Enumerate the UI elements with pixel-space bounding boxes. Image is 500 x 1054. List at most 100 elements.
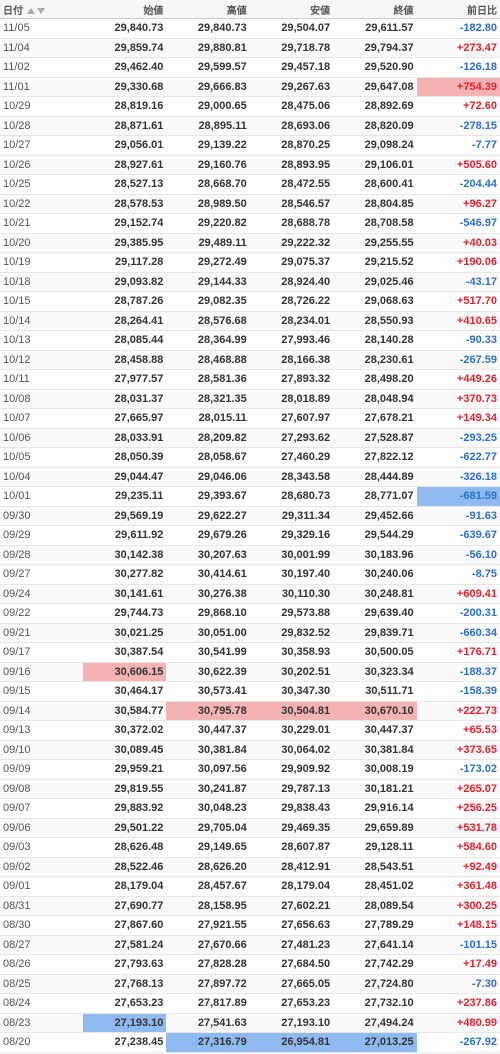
price-cell: 29,160.76 [166,155,250,175]
change-cell: +531.78 [416,818,500,838]
price-cell: 28,871.61 [83,116,167,136]
price-cell: 28,451.02 [333,876,417,897]
price-cell: 30,089.45 [83,740,167,760]
table-row: 08/27 27,581.24 27,670.66 27,481.23 27,641.1… [0,935,500,955]
price-cell: 29,840.73 [166,18,250,39]
change-cell: +754.39 [416,77,500,97]
change-cell: +265.07 [416,779,500,799]
price-cell: 29,462.40 [83,57,167,78]
table-row: 09/13 30,372.02 30,447.37 30,229.01 30,447.3… [0,720,500,741]
change-cell: +609.41 [416,584,500,604]
date-cell: 10/22 [0,194,83,214]
table-row: 09/03 28,626.48 29,149.65 28,607.87 29,128.1… [0,837,500,858]
price-cell: 27,494.24 [333,1013,417,1033]
change-cell: -7.30 [416,974,500,994]
table-row: 09/16 30,606.15 30,622.39 30,202.51 30,323.3… [0,662,500,682]
price-cell: 28,726.22 [249,291,334,312]
price-cell: 28,468.88 [166,350,250,370]
change-cell: -90.33 [416,330,500,351]
price-cell: 28,444.89 [333,467,417,487]
price-cell: 27,684.50 [249,954,334,975]
price-cell: 29,222.32 [249,233,334,253]
change-cell: +149.34 [416,408,500,429]
change-cell: -278.15 [416,116,500,136]
price-cell: 27,768.13 [83,974,167,994]
date-cell: 09/22 [0,603,83,624]
table-row: 10/19 29,117.28 29,272.49 29,075.37 29,215.5… [0,252,500,273]
date-cell: 10/05 [0,447,83,468]
table-row: 11/02 29,462.40 29,599.57 29,457.18 29,520.9… [0,57,500,78]
price-cell: 29,569.19 [83,506,167,526]
date-cell: 10/12 [0,350,83,370]
table-row: 10/06 28,033.91 28,209.82 27,293.62 27,528.8… [0,428,500,448]
price-cell: 27,793.63 [83,954,167,975]
price-cell: 29,457.18 [249,57,334,78]
sort-icon[interactable] [26,7,46,15]
change-cell: -173.02 [416,759,500,780]
table-row: 08/23 27,193.10 27,541.63 27,193.10 27,494.2… [0,1013,500,1033]
price-cell: 27,460.29 [249,447,334,468]
price-cell: 30,670.10 [333,701,417,721]
price-cell: 28,457.67 [166,876,250,897]
price-cell: 30,276.38 [166,584,250,604]
price-cell: 28,924.40 [249,272,334,292]
change-cell: -158.39 [416,681,500,702]
header-cell[interactable]: 高値 [166,0,250,19]
header-cell[interactable]: 終値 [333,0,417,19]
change-cell: -7.77 [416,135,500,156]
price-cell: 27,528.87 [333,428,417,448]
table-row: 08/26 27,793.63 27,828.28 27,684.50 27,742.2… [0,954,500,975]
price-cell: 28,472.55 [249,174,334,195]
price-cell: 28,458.88 [83,350,167,370]
price-cell: 28,179.04 [249,876,334,897]
price-cell: 28,234.01 [249,311,334,331]
date-cell: 09/02 [0,857,83,877]
price-cell: 29,916.14 [333,798,417,819]
price-cell: 29,452.66 [333,506,417,526]
price-cell: 28,085.44 [83,330,167,351]
price-cell: 28,033.91 [83,428,167,448]
date-cell: 09/01 [0,876,83,897]
price-cell: 28,050.39 [83,447,167,468]
price-cell: 27,828.28 [166,954,250,975]
price-cell: 30,181.21 [333,779,417,799]
price-cell: 29,093.82 [83,272,167,292]
date-cell: 09/21 [0,623,83,643]
table-row: 09/14 30,584.77 30,795.78 30,504.81 30,670.1… [0,701,500,721]
price-cell: 27,653.23 [83,993,167,1014]
price-cell: 29,311.34 [249,506,334,526]
price-cell: 30,097.56 [166,759,250,780]
table-row: 09/01 28,179.04 28,457.67 28,179.04 28,451.0… [0,876,500,897]
price-cell: 28,607.87 [249,837,334,858]
change-cell: +361.48 [416,876,500,897]
table-row: 09/30 29,569.19 29,622.27 29,311.34 29,452.6… [0,506,500,526]
date-cell: 10/13 [0,330,83,351]
header-cell[interactable]: 始値 [83,0,167,19]
price-cell: 30,504.81 [249,701,334,721]
date-cell: 11/01 [0,77,83,97]
price-cell: 28,787.26 [83,291,167,312]
change-cell: -43.17 [416,272,500,292]
date-cell: 10/04 [0,467,83,487]
price-cell: 29,098.24 [333,135,417,156]
header-cell[interactable]: 日付 [0,0,83,19]
table-row: 09/28 30,142.38 30,207.63 30,001.99 30,183.9… [0,545,500,565]
price-cell: 29,044.47 [83,467,167,487]
price-cell: 27,607.97 [249,408,334,429]
price-cell: 28,058.67 [166,447,250,468]
change-cell: +190.06 [416,252,500,273]
price-cell: 29,068.63 [333,291,417,312]
price-cell: 28,693.06 [249,116,334,136]
date-cell: 09/14 [0,701,83,721]
price-cell: 29,838.43 [249,798,334,819]
header-cell[interactable]: 前日比 [416,0,500,19]
change-cell: +517.70 [416,291,500,312]
price-cell: 29,329.16 [249,525,334,546]
change-cell: -546.97 [416,213,500,234]
table-row: 09/17 30,387.54 30,541.99 30,358.93 30,500.0… [0,642,500,663]
change-cell: +17.49 [416,954,500,975]
header-cell[interactable]: 安値 [249,0,334,19]
price-cell: 30,240.06 [333,564,417,585]
